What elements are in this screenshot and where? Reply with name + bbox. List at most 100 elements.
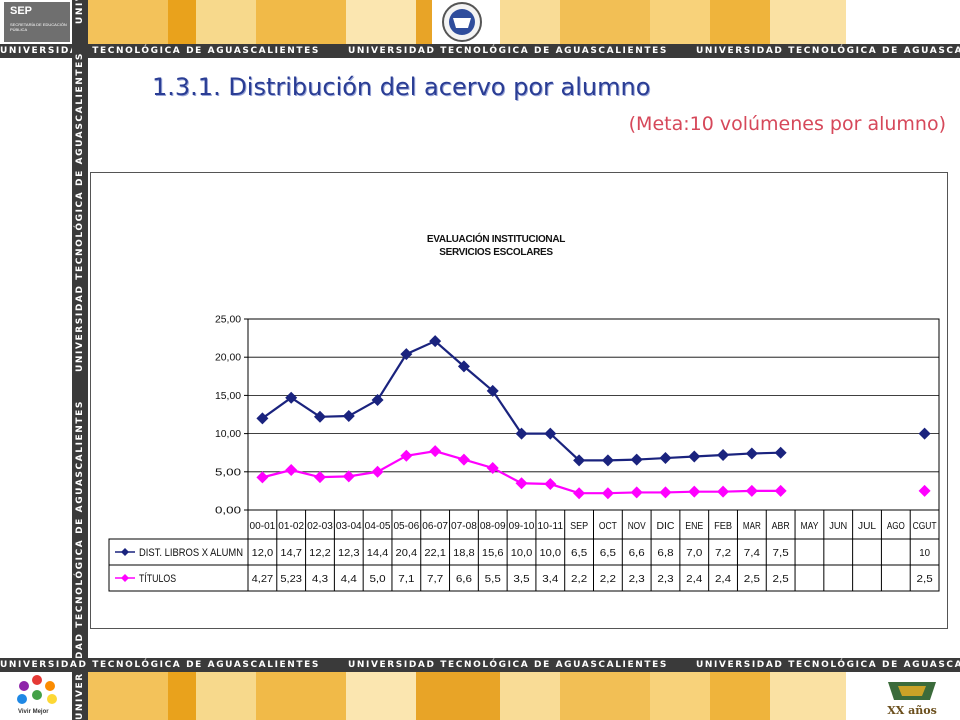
y-tick-label: 0,00 [215,506,242,517]
data-point [285,464,298,477]
data-point [400,348,413,361]
data-label: 10,0 [540,547,562,559]
data-label: 15,6 [482,547,504,559]
sep-logo: SEP SECRETARÍA DE EDUCACIÓN PÚBLICA [4,2,70,42]
data-label: 2,3 [657,573,673,585]
sep-logo-text: SEP [10,5,33,17]
data-label: 2,5 [744,573,760,585]
data-label: 6,5 [600,547,616,559]
chart-title-line-1: EVALUACIÓN INSTITUCIONAL [426,234,566,245]
top-stripe: UNIVERSIDAD TECNOLÓGICA DE AGUASCALIENTE… [0,44,960,58]
x-tick-label: AGO [887,521,905,532]
data-label: 5,23 [280,573,302,585]
data-point [774,446,787,459]
data-point [774,484,787,497]
data-point [918,427,931,440]
vertical-stripe: UNIVERSIDAD TECNOLÓGICA DE AGUASCALIENTE… [72,0,88,720]
data-point [256,471,269,484]
x-tick-label: 03-04 [336,521,362,532]
data-label: 4,4 [341,573,357,585]
data-label: 6,6 [456,573,472,585]
y-tick-label: 15,00 [215,391,241,402]
data-label: 6,8 [657,547,673,559]
data-label: 2,2 [600,573,616,585]
data-point [688,450,701,463]
x-tick-label: 04-05 [365,521,391,532]
data-point [745,447,758,460]
data-label: 7,4 [744,547,760,559]
data-point [313,410,326,423]
x-tick-label: OCT [599,521,617,532]
data-point [717,448,730,461]
data-label: 6,5 [571,547,587,559]
data-point [285,391,298,404]
data-point [429,335,442,348]
legend-marker-2 [121,574,129,582]
x-tick-label: MAY [800,521,818,532]
y-tick-label: 20,00 [215,353,241,364]
x-tick-label: 01-02 [278,521,304,532]
data-label: 7,0 [686,547,702,559]
data-label: 5,0 [369,573,385,585]
data-label: 14,4 [367,547,389,559]
data-label: 4,3 [312,573,328,585]
x-tick-label: FEB [714,521,732,532]
ut-anniversary-logo-icon: XX años [887,682,937,717]
chart-title-line-2: SERVICIOS ESCOLARES [439,247,553,258]
data-label: 4,27 [252,573,274,585]
data-point [256,412,269,425]
data-label: 18,8 [453,547,475,559]
data-label: 12,3 [338,547,360,559]
data-point [515,477,528,490]
data-point [342,470,355,483]
x-tick-label: 05-06 [393,521,419,532]
data-point [515,427,528,440]
x-tick-label: JUL [858,521,876,532]
x-tick-label: 06-07 [422,521,448,532]
data-point [342,410,355,423]
data-point [745,484,758,497]
data-point [544,427,557,440]
data-point [601,487,614,500]
data-label: 7,2 [715,547,731,559]
data-label: 10 [919,547,930,559]
data-label: 7,7 [427,573,443,585]
data-label: 12,2 [309,547,331,559]
data-label: 2,4 [715,573,731,585]
university-emblem-icon [442,2,482,42]
data-label: 20,4 [396,547,418,559]
x-tick-label: 10-11 [537,521,563,532]
data-label: 7,5 [773,547,789,559]
x-tick-label: 00-01 [250,521,276,532]
data-label: 2,5 [917,573,933,585]
x-tick-label: 07-08 [451,521,477,532]
data-point [601,454,614,467]
x-tick-label: ABR [772,521,790,532]
legend-label-1: DIST. LIBROS X ALUMN [139,547,243,559]
data-point [371,465,384,478]
vivir-mejor-logo-icon [17,675,57,704]
data-label: 12,0 [252,547,274,559]
data-point [688,485,701,498]
x-tick-label: CGUT [913,521,937,532]
data-label: 3,4 [542,573,558,585]
plot-area [247,318,940,511]
data-point [457,360,470,373]
data-label: 5,5 [485,573,501,585]
legend-label-2: TÍTULOS [139,572,176,585]
y-tick-label: 25,00 [215,315,241,326]
bottom-stripe: UNIVERSIDAD TECNOLÓGICA DE AGUASCALIENTE… [0,658,960,672]
x-tick-label: 02-03 [307,521,333,532]
data-point [918,484,931,497]
bottom-banner [0,672,960,720]
data-label: 2,4 [686,573,702,585]
data-label: 7,1 [398,573,414,585]
top-banner [0,0,960,44]
left-column [0,58,72,672]
data-point [371,393,384,406]
data-label: 22,1 [424,547,446,559]
data-label: 6,6 [629,547,645,559]
data-point [429,445,442,458]
data-label: 2,5 [773,573,789,585]
sep-logo-subtext: SECRETARÍA DE EDUCACIÓN PÚBLICA [10,22,67,32]
